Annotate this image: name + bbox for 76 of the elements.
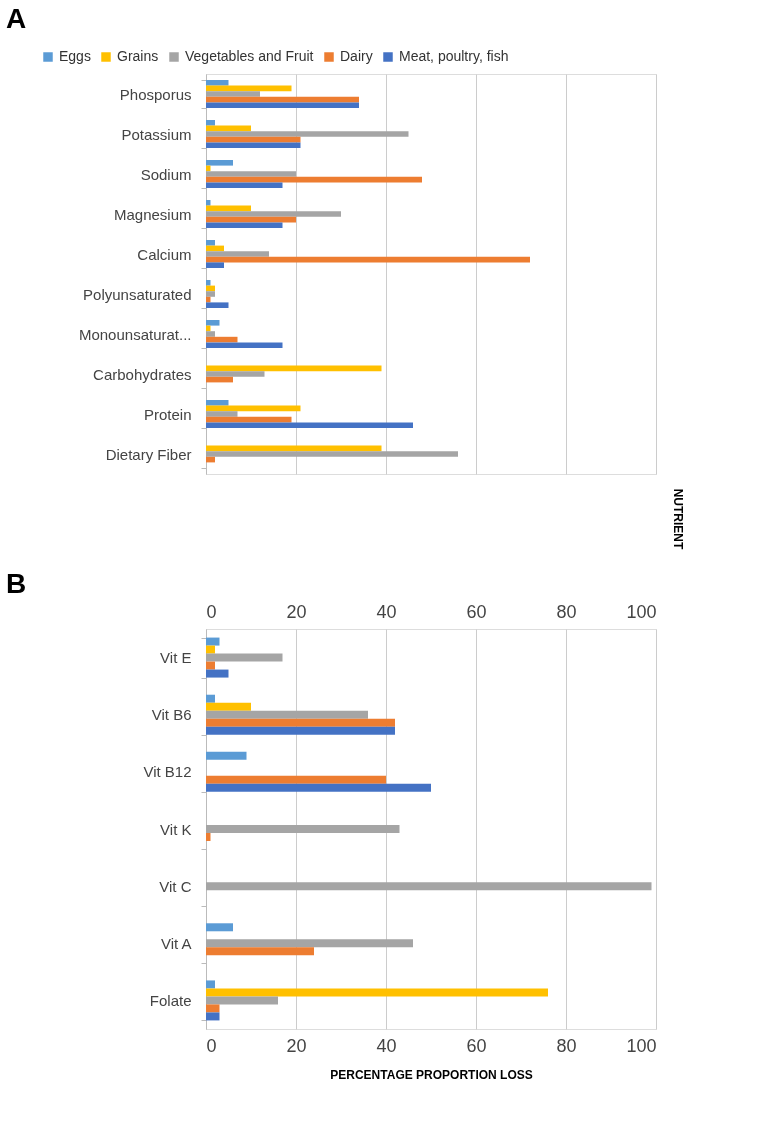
bar (206, 160, 233, 166)
y-tick-label: Vit K (160, 820, 192, 838)
x2-tick-label: 0 (206, 601, 217, 622)
bar (206, 336, 238, 343)
chart-title: A (6, 3, 27, 34)
y-axis-title: NUTRIENT (671, 488, 685, 550)
bar (206, 411, 238, 417)
bar (206, 200, 211, 206)
bar (206, 365, 382, 372)
bar (206, 371, 265, 377)
bar (206, 291, 215, 297)
y-tick-label: Phosporus (119, 85, 192, 103)
bar (206, 85, 292, 92)
bar (206, 142, 301, 148)
bar (206, 222, 283, 228)
legend-label: Dairy (340, 48, 373, 64)
bar (206, 91, 260, 97)
bar (206, 165, 211, 172)
y-tick-label: Magnesium (113, 205, 192, 223)
y-tick-label: Monounsaturat... (78, 325, 192, 343)
bar (206, 445, 382, 452)
bar (206, 422, 413, 428)
x2-tick-label: 80 (556, 601, 577, 622)
x-tick-label: 100 (626, 1035, 657, 1056)
x-tick-label: 80 (556, 1035, 577, 1056)
y-tick-label: Vit A (160, 934, 192, 952)
x-tick-label: 20 (286, 1035, 307, 1056)
bar (206, 80, 229, 86)
y-tick-label: Carbohydrates (93, 365, 192, 383)
y-tick-label: Dietary Fiber (105, 445, 192, 463)
y-tick-label: Polyunsaturated (83, 285, 192, 303)
bar (206, 120, 215, 126)
bar (206, 331, 215, 337)
bar (206, 102, 359, 108)
bar (206, 211, 341, 217)
x-axis-title: PERCENTAGE PROPORTION LOSS (330, 1067, 533, 1082)
x-tick-label: 0 (206, 1035, 217, 1056)
bar (206, 131, 409, 137)
bar (206, 342, 283, 348)
y-tick-label: Potassium (121, 125, 192, 143)
bar (206, 416, 292, 423)
bar (206, 136, 301, 143)
bar (206, 285, 215, 292)
y-tick-label: Calcium (137, 245, 192, 263)
bar (206, 240, 215, 246)
bar (206, 262, 224, 268)
bar (206, 171, 296, 177)
x-tick-label: 60 (466, 1035, 487, 1056)
y-tick-label: Sodium (140, 165, 192, 183)
bar (206, 280, 211, 286)
y-tick-label: Vit B12 (143, 763, 192, 781)
bar (206, 302, 229, 308)
y-tick-label: Folate (149, 991, 192, 1009)
chart-title: B (6, 568, 27, 599)
y-tick-label: Vit B6 (151, 706, 192, 724)
legend-label: Grains (117, 48, 159, 64)
y-tick-label: Vit C (159, 877, 192, 895)
x-tick-label: 40 (376, 1035, 397, 1056)
legend-label: Meat, poultry, fish (399, 48, 509, 64)
bar (206, 325, 211, 332)
bar (206, 296, 211, 303)
x2-tick-label: 100 (626, 601, 657, 622)
y-tick-label: Vit E (160, 649, 192, 667)
x2-tick-label: 40 (376, 601, 397, 622)
bar (206, 182, 283, 188)
bar (206, 405, 301, 412)
legend-label: Vegetables and Fruit (185, 48, 314, 64)
bar (206, 456, 215, 463)
bar (206, 400, 229, 406)
y-tick-label: Protein (143, 405, 192, 423)
legend-label: Eggs (59, 48, 91, 64)
bar (206, 320, 220, 326)
bar (206, 451, 458, 457)
bar (206, 251, 269, 257)
x2-tick-label: 60 (466, 601, 487, 622)
x2-tick-label: 20 (286, 601, 307, 622)
